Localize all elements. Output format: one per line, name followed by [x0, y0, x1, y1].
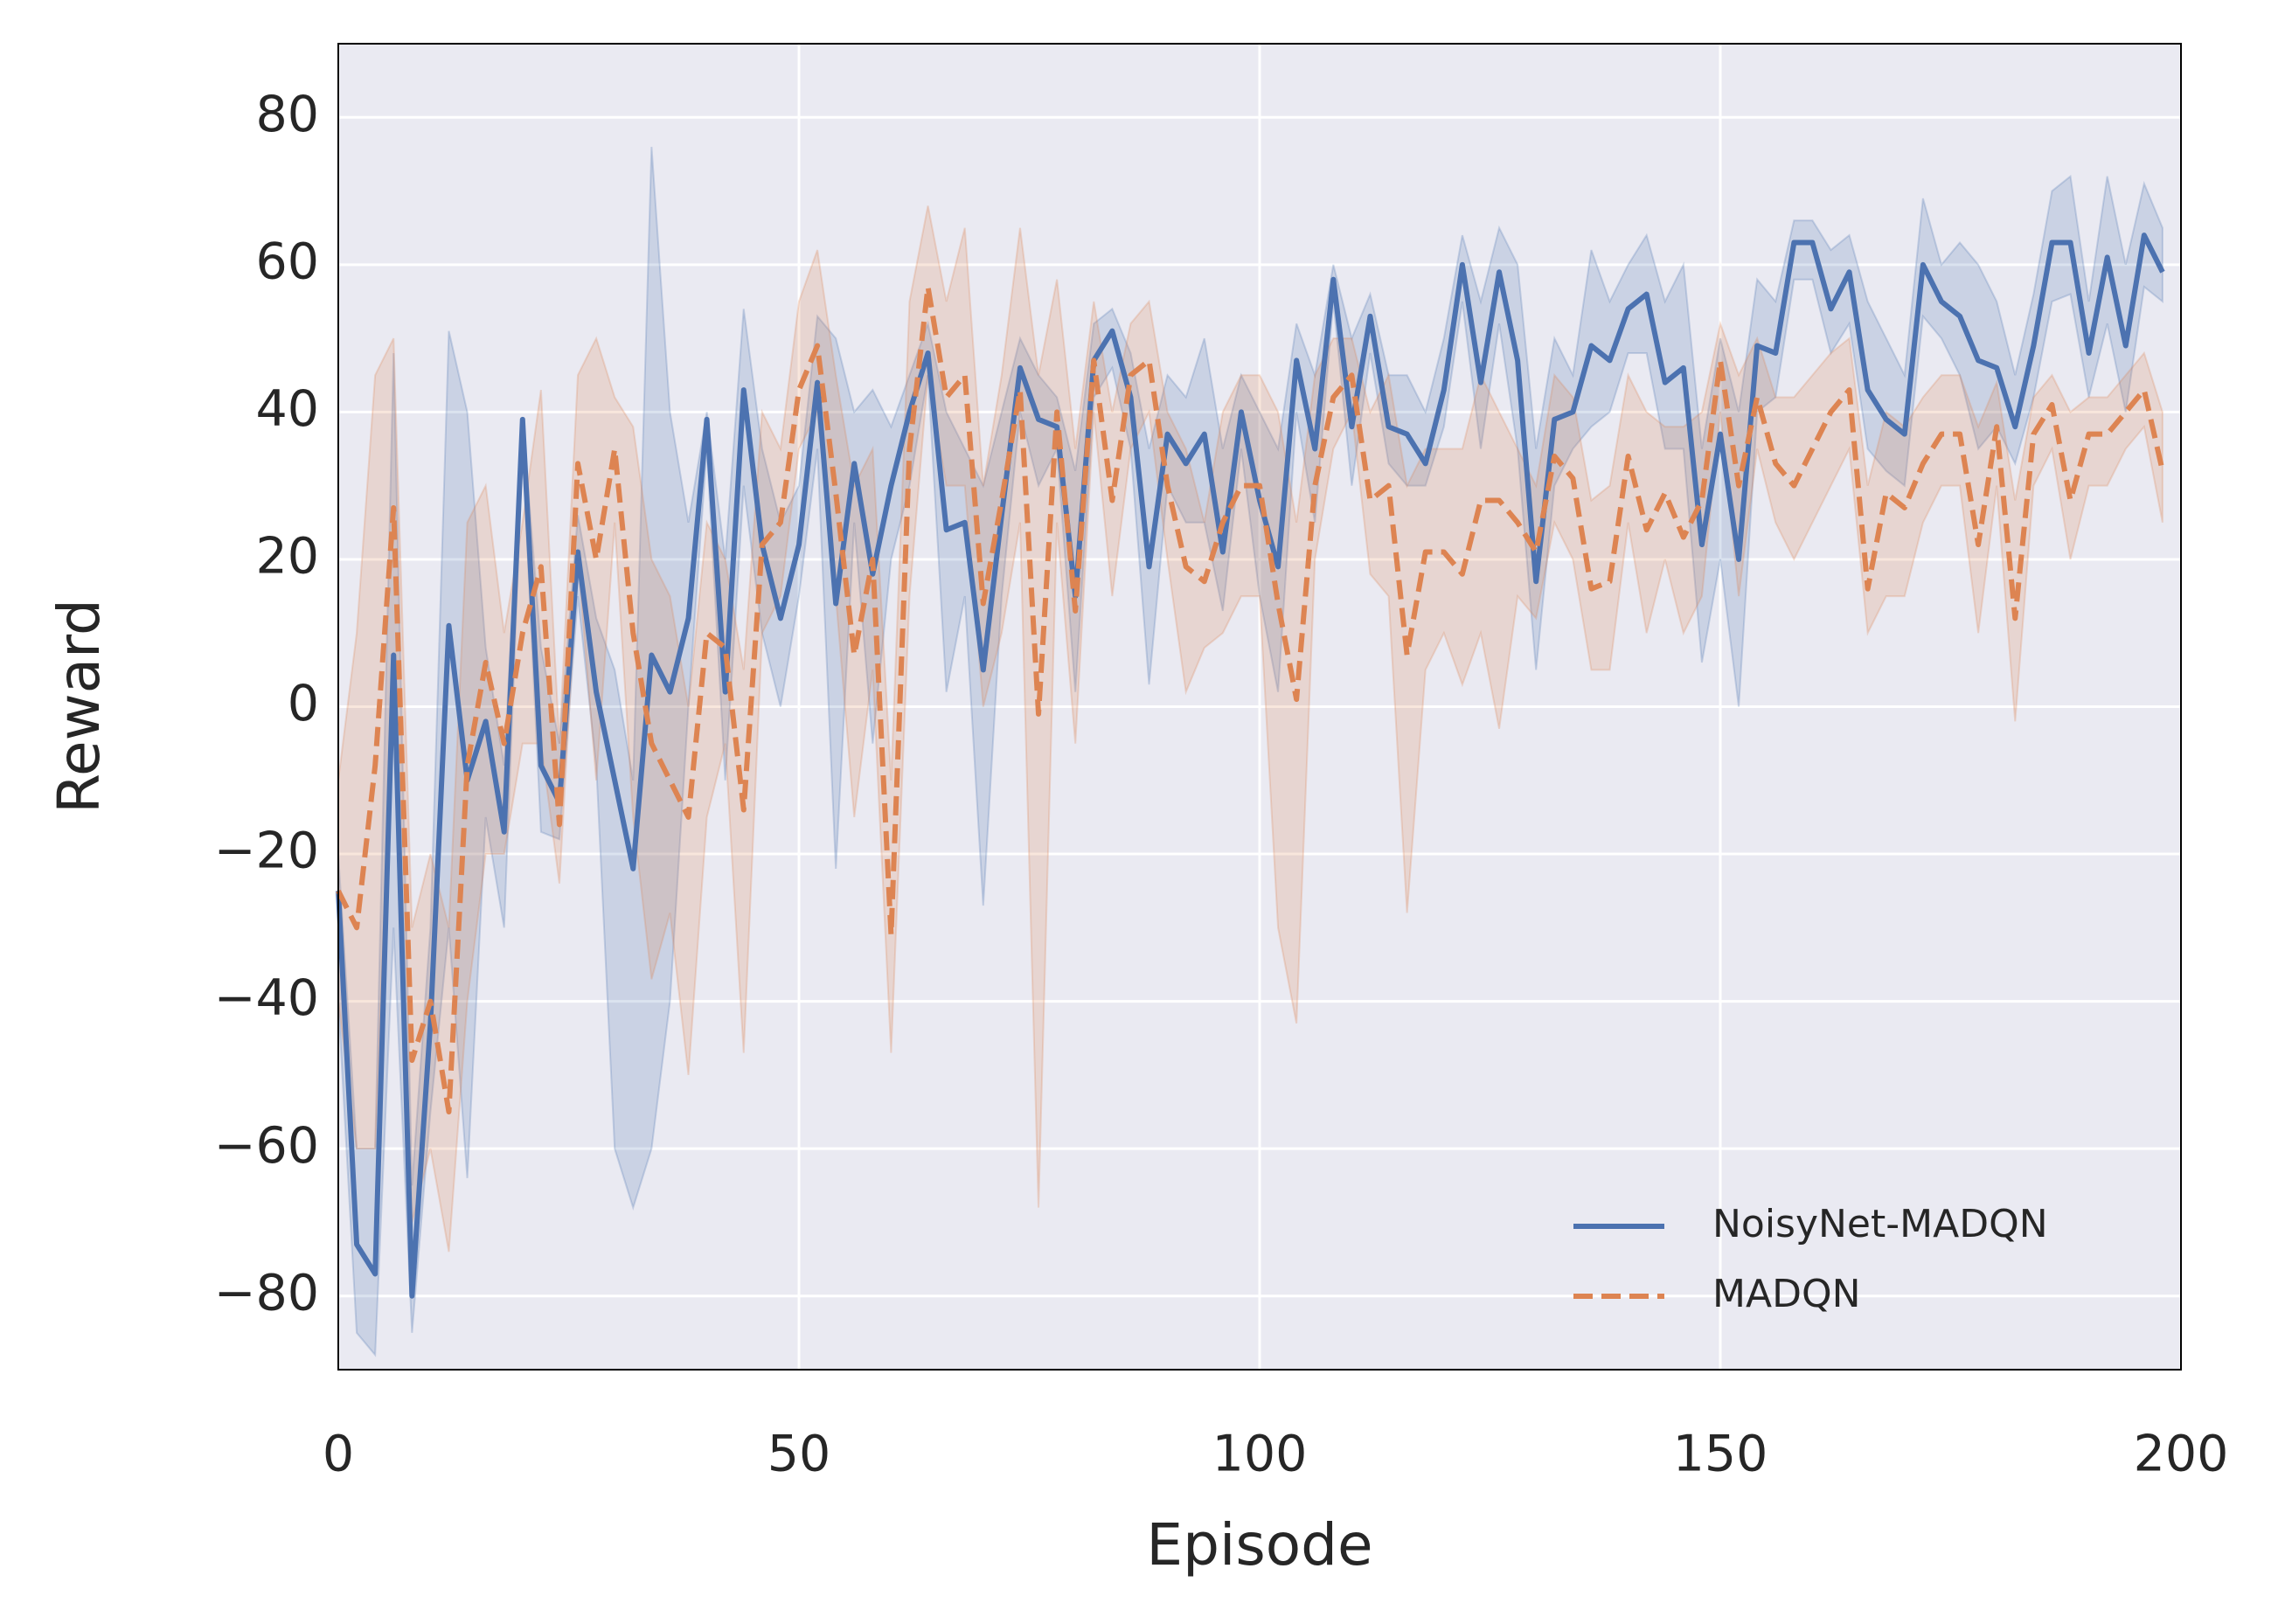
y-tick-label: −20	[214, 822, 319, 880]
y-tick-label: −80	[214, 1264, 319, 1322]
x-tick-label: 200	[2134, 1426, 2229, 1483]
x-tick-label: 0	[323, 1426, 354, 1483]
y-tick-label: −40	[214, 969, 319, 1027]
legend-label: NoisyNet-MADQN	[1712, 1202, 2048, 1246]
plot-frame	[337, 43, 2182, 1371]
confidence-band	[337, 146, 2163, 1357]
x-axis-label: Episode	[1146, 1511, 1372, 1579]
legend-label: MADQN	[1712, 1272, 1861, 1316]
series-line	[336, 284, 2165, 1115]
y-tick-label: 0	[288, 675, 319, 732]
y-tick-label: −60	[214, 1117, 319, 1175]
y-tick-label: 80	[255, 86, 319, 143]
y-tick-label: 60	[255, 232, 319, 290]
y-axis-label: Reward	[45, 599, 113, 814]
x-tick-label: 100	[1212, 1426, 1308, 1483]
x-tick-label: 50	[767, 1426, 831, 1483]
x-tick-label: 150	[1673, 1426, 1768, 1483]
y-tick-label: 40	[255, 380, 319, 438]
y-tick-label: 20	[255, 528, 319, 586]
series-line	[336, 232, 2165, 1299]
